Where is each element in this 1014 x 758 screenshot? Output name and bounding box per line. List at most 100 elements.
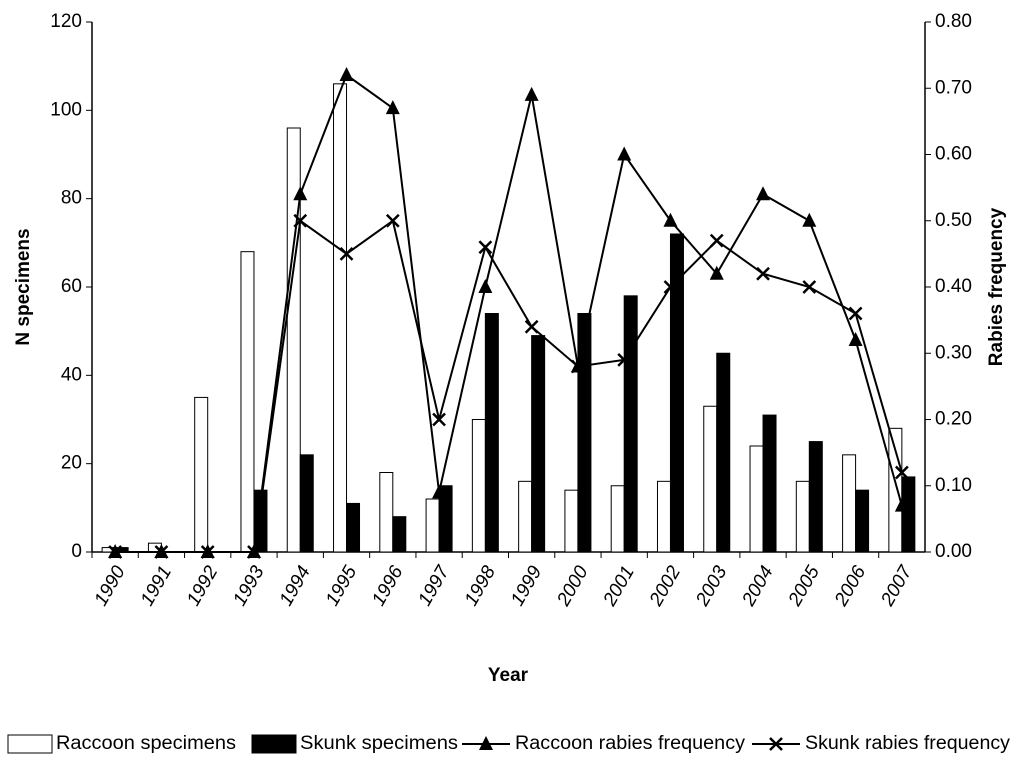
bar [333, 83, 348, 553]
y-tick-label: 20 [61, 453, 82, 474]
bar [795, 480, 810, 553]
point [339, 246, 354, 261]
bar [623, 295, 638, 553]
bar [425, 498, 440, 553]
y-tick-label: 0 [71, 541, 82, 562]
y2-tick-label: 0.80 [935, 11, 972, 32]
bar [194, 396, 209, 553]
y-tick-label: 80 [61, 188, 82, 209]
y2-tick-label: 0.70 [935, 77, 972, 98]
x-tick-label: 2001 [599, 563, 639, 611]
x-tick-label: 2000 [553, 562, 593, 610]
point [756, 266, 770, 281]
bar [610, 485, 625, 553]
bar [379, 472, 394, 553]
point [848, 332, 863, 346]
line [115, 218, 903, 553]
legend-swatch [7, 734, 53, 754]
bar [471, 419, 486, 553]
point [339, 67, 354, 81]
bar [299, 454, 314, 553]
point [894, 497, 909, 512]
x-axis-label: Year [488, 665, 529, 686]
bar [531, 335, 546, 553]
x-tick-label: 1991 [137, 563, 176, 610]
point [432, 412, 446, 427]
y-tick-label: 120 [50, 11, 82, 32]
bar [577, 313, 592, 553]
point [709, 265, 724, 280]
point [385, 213, 400, 228]
point [293, 186, 308, 201]
point [108, 545, 123, 559]
y2-tick-label: 0.20 [935, 409, 972, 430]
bar [808, 441, 823, 553]
point [802, 212, 817, 227]
x-tick-label: 1999 [507, 562, 547, 609]
point [293, 213, 308, 228]
point [571, 359, 585, 374]
x-tick-label: 1993 [229, 562, 269, 609]
y-tick-label: 40 [61, 364, 82, 385]
x-tick-label: 1998 [461, 562, 501, 609]
y2-tick-label: 0.50 [935, 210, 972, 231]
bar [669, 233, 684, 553]
x-tick-label: 2006 [830, 562, 870, 610]
bar [749, 445, 764, 553]
legend-marker [479, 736, 493, 750]
legend-swatch [251, 734, 297, 754]
point [617, 146, 632, 161]
point [154, 545, 169, 559]
bar [240, 251, 255, 553]
point [617, 352, 632, 367]
point [385, 100, 400, 115]
point [478, 279, 493, 293]
y2-tick-label: 0.10 [935, 475, 972, 496]
y2-tick-label: 0.40 [935, 276, 972, 297]
bar [484, 313, 499, 553]
bar [901, 476, 916, 553]
point [478, 240, 493, 255]
point [894, 465, 909, 480]
x-tick-label: 2003 [692, 562, 732, 610]
point [432, 484, 447, 499]
point [663, 280, 678, 294]
bar [842, 454, 857, 553]
y-axis-label: N specimens [13, 228, 34, 345]
legend-label: Skunk specimens [300, 733, 458, 754]
legend-label: Raccoon specimens [56, 733, 236, 754]
x-tick-label: 2004 [738, 563, 778, 611]
point [848, 306, 863, 321]
bar [346, 502, 361, 553]
point [709, 233, 724, 248]
point [663, 212, 678, 227]
x-tick-label: 1990 [90, 562, 130, 609]
x-tick-label: 2005 [784, 562, 824, 610]
bar [716, 352, 731, 553]
bar [762, 414, 777, 553]
x-tick-label: 2002 [645, 562, 685, 610]
legend-label: Skunk rabies frequency [805, 733, 1011, 754]
point [247, 545, 261, 559]
y2-tick-label: 0.30 [935, 342, 972, 363]
point [200, 545, 215, 559]
legend-marker [769, 737, 783, 751]
point [524, 319, 539, 334]
x-tick-label: 1995 [322, 562, 362, 609]
line [115, 73, 903, 553]
x-tick-label: 1994 [276, 563, 315, 610]
bar [286, 127, 301, 553]
point [802, 280, 817, 294]
bar [438, 485, 453, 553]
y-tick-label: 100 [50, 99, 82, 120]
y2-tick-label: 0.60 [935, 144, 972, 165]
y-tick-label: 60 [61, 276, 82, 297]
point [524, 86, 539, 101]
y2-tick-label: 0.00 [935, 541, 972, 562]
bar [656, 480, 671, 553]
bar [518, 480, 533, 553]
y2-axis-label: Rabies frequency [986, 207, 1007, 366]
x-tick-label: 1992 [183, 562, 223, 609]
point [756, 186, 771, 201]
bar [392, 516, 407, 553]
